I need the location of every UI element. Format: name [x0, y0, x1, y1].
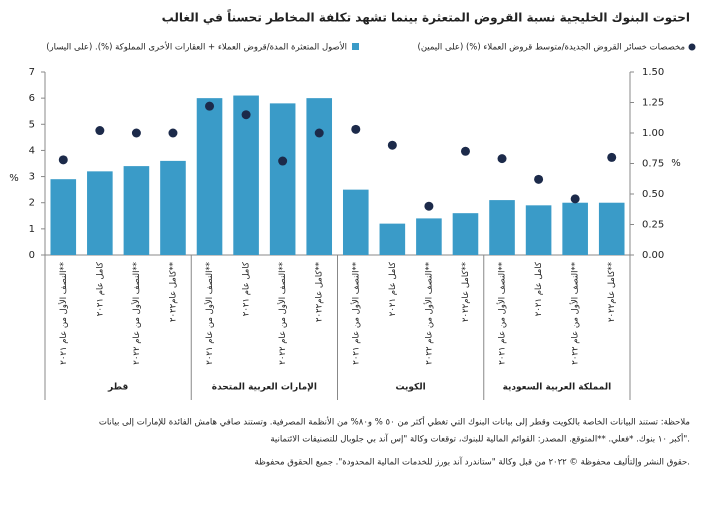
x-tick-label: كامل عام٢٠٢٢** [315, 262, 325, 322]
y2-axis-label: % [671, 158, 681, 169]
dot [534, 174, 544, 184]
x-tick-label: كامل عام ٢٠٢١ [242, 261, 252, 316]
dot [95, 126, 105, 136]
note: أكبر ١٠ بنوك. *فعلي. **المتوقع. المصدر: … [270, 433, 690, 445]
bar [525, 205, 552, 255]
bar [87, 171, 113, 255]
bar [416, 218, 442, 255]
legend-label: الأصول المتعثرة المدة/قروض العملاء + الع… [46, 42, 347, 53]
dot [241, 110, 251, 120]
dot [570, 194, 580, 204]
note: ملاحظة: تستند البيانات الخاصة بالكويت وق… [99, 416, 690, 428]
y-tick-label: 0 [29, 250, 35, 261]
legend-label: مخصصات خسائر القروض الجديدة/متوسط قروض ا… [418, 43, 685, 53]
y2-tick-label: 1.00 [642, 128, 664, 139]
group-label: قطر [107, 383, 128, 393]
x-tick-label: النصف الأول من عام ٢٠٢٢** [570, 262, 581, 365]
y-tick-label: 3 [29, 172, 35, 183]
y-tick-label: 2 [29, 198, 35, 209]
bar [50, 179, 77, 255]
bar [233, 95, 259, 256]
group-label: الكويت [396, 383, 426, 393]
x-tick-label: كامل عام٢٠٢٢** [607, 262, 617, 322]
y2-tick-label: 0.50 [642, 189, 664, 200]
bar [598, 202, 625, 255]
dot [424, 201, 434, 211]
y-tick-label: 7 [29, 67, 35, 78]
dot [58, 155, 68, 165]
bar [452, 213, 479, 255]
dot [314, 128, 324, 138]
y2-tick-label: 0.00 [642, 250, 664, 261]
y-tick-label: 6 [29, 93, 35, 104]
x-tick-label: النصف الأول من عام ٢٠٢١** [350, 262, 361, 365]
x-tick-label: كامل عام ٢٠٢١ [388, 261, 398, 316]
chart-title: احتوت البنوك الخليجية نسبة القروض المتعث… [162, 9, 690, 26]
dot [168, 128, 178, 138]
legend-marker [352, 43, 359, 50]
dot [278, 156, 288, 166]
legend-marker [688, 43, 696, 51]
bar [306, 98, 333, 256]
x-tick-label: النصف الأول من عام ٢٠٢٢** [131, 262, 142, 365]
x-tick-label: النصف الأول من عام ٢٠٢١** [204, 262, 215, 365]
bar [123, 166, 150, 255]
dot [607, 152, 617, 162]
bar [196, 98, 223, 256]
group-label: المملكة العربية السعودية [503, 383, 612, 393]
bar [269, 103, 296, 255]
y2-tick-label: 0.75 [642, 159, 664, 170]
y2-tick-label: 1.25 [642, 98, 664, 109]
note: حقوق النشر وإلتأليف محفوظة © ٢٠٢٢ من قبل… [255, 456, 690, 468]
x-tick-label: كامل عام ٢٠٢١ [534, 261, 544, 316]
bar [342, 189, 369, 255]
dot [460, 146, 470, 156]
y-tick-label: 1 [29, 224, 35, 235]
dot [387, 140, 397, 150]
y-tick-label: 5 [29, 119, 35, 130]
y2-tick-label: 1.50 [642, 67, 664, 78]
x-tick-label: كامل عام٢٠٢٢** [461, 262, 471, 322]
y-tick-label: 4 [29, 145, 35, 156]
x-tick-label: النصف الأول من عام ٢٠٢٢** [423, 262, 434, 365]
y2-tick-label: 0.25 [642, 220, 664, 231]
x-tick-label: النصف الأول من عام ٢٠٢٢** [277, 262, 288, 365]
bar [379, 223, 406, 255]
bar [489, 200, 515, 255]
dot [205, 101, 215, 111]
x-tick-label: كامل عام٢٠٢٢** [168, 262, 178, 322]
x-tick-label: النصف الأول من عام ٢٠٢١** [58, 262, 69, 365]
dot [131, 128, 141, 138]
y-axis-label: % [9, 173, 19, 184]
x-tick-label: كامل عام ٢٠٢١ [95, 261, 105, 316]
bar [160, 160, 186, 255]
group-label: الإمارات العربية المتحدة [212, 383, 317, 393]
x-tick-label: النصف الأول من عام ٢٠٢١** [497, 262, 508, 365]
bar [562, 202, 588, 255]
dot [351, 124, 361, 134]
dot [497, 154, 507, 164]
